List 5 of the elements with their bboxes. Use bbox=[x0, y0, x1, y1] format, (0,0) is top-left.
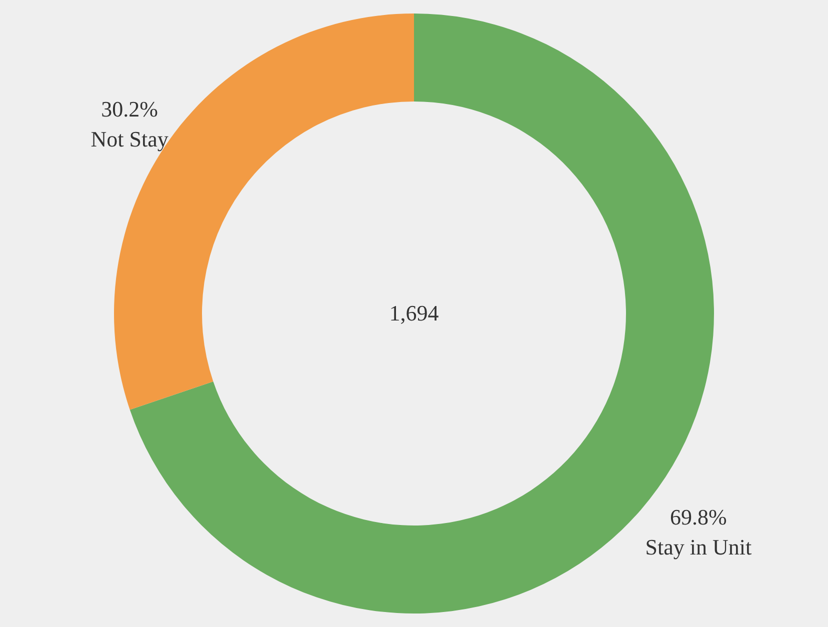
slice-label: Not Stay bbox=[90, 126, 168, 152]
slice-label: Stay in Unit bbox=[645, 534, 752, 560]
data-label: 30.2% bbox=[101, 96, 158, 122]
data-label: 69.8% bbox=[670, 504, 727, 530]
text: 1,694 bbox=[389, 300, 439, 326]
